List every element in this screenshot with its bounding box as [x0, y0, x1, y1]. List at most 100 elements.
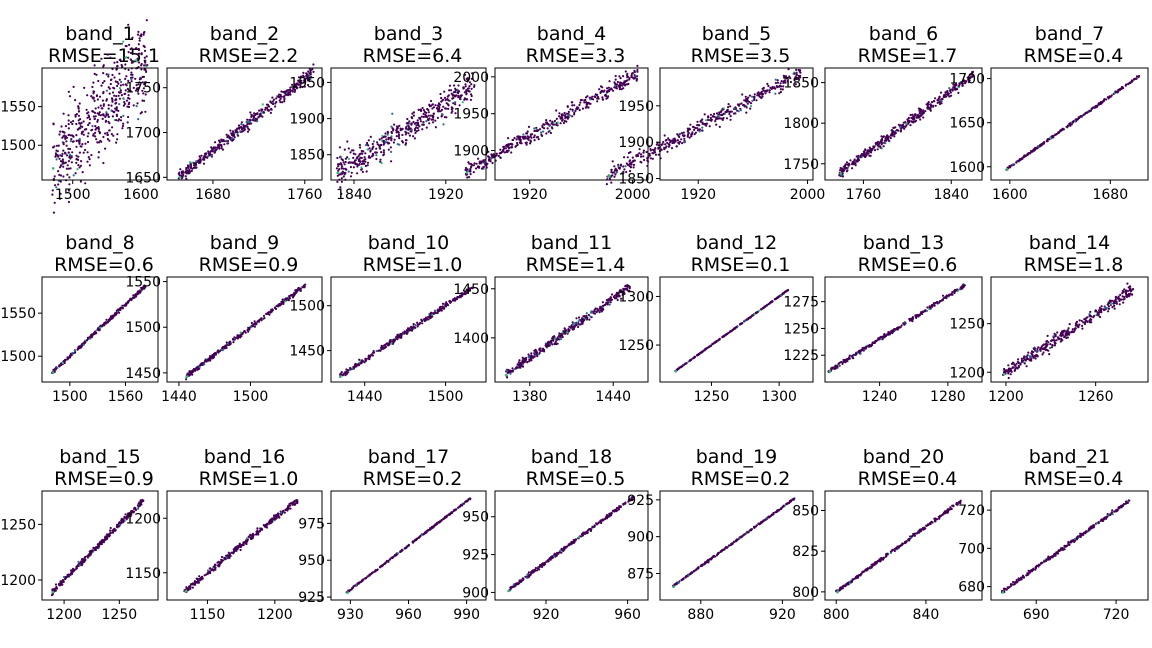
data-point	[65, 136, 69, 139]
data-point	[404, 133, 407, 136]
data-point	[368, 147, 371, 150]
data-point	[358, 163, 361, 166]
data-point	[269, 111, 272, 114]
data-point	[752, 95, 756, 98]
data-point	[751, 95, 754, 98]
data-point	[489, 156, 492, 159]
data-point	[899, 125, 902, 128]
data-point	[433, 309, 436, 312]
data-point	[719, 117, 723, 120]
data-point	[558, 112, 561, 115]
data-point	[94, 115, 97, 118]
data-point	[495, 152, 498, 155]
data-point	[337, 169, 340, 172]
data-point	[536, 129, 539, 133]
data-point	[193, 162, 196, 165]
data-point	[466, 87, 469, 90]
data-point	[354, 159, 357, 162]
data-point	[636, 70, 639, 73]
data-point	[749, 107, 752, 110]
data-point	[60, 125, 63, 128]
data-point	[371, 154, 374, 157]
data-point	[464, 168, 467, 171]
data-point	[605, 183, 609, 186]
data-point	[256, 113, 259, 116]
data-point	[615, 87, 619, 90]
data-point	[391, 112, 394, 115]
data-point	[628, 162, 631, 165]
data-point	[914, 113, 917, 117]
data-point	[606, 178, 609, 181]
data-point	[687, 132, 690, 135]
data-point	[955, 87, 958, 90]
data-point	[105, 112, 108, 116]
data-point	[104, 147, 107, 150]
data-point	[892, 330, 895, 333]
data-point	[439, 92, 442, 96]
data-point	[875, 340, 878, 343]
data-point	[613, 175, 616, 178]
data-point	[385, 138, 388, 141]
data-point	[510, 370, 513, 373]
data-point	[487, 155, 490, 158]
data-point	[559, 116, 562, 119]
panel-title: band_4	[537, 23, 606, 45]
data-point	[785, 77, 788, 80]
data-point	[739, 323, 742, 326]
data-point	[88, 164, 91, 167]
data-point	[222, 345, 225, 348]
panel-rmse: RMSE=0.6	[54, 254, 154, 276]
data-point	[915, 316, 918, 319]
data-point	[469, 170, 472, 173]
data-point	[145, 70, 148, 73]
data-point	[119, 84, 122, 87]
data-point	[413, 129, 417, 132]
data-point	[142, 92, 145, 95]
data-point	[794, 83, 798, 86]
data-point	[891, 332, 894, 335]
data-point	[339, 186, 342, 189]
data-point	[102, 161, 105, 165]
data-point	[265, 312, 268, 316]
data-point	[360, 168, 363, 171]
data-point	[379, 160, 382, 163]
data-point	[140, 52, 143, 55]
data-point	[753, 93, 756, 96]
data-point	[218, 139, 221, 142]
data-point	[938, 95, 941, 99]
data-point	[846, 169, 849, 172]
data-point	[384, 135, 387, 138]
data-point	[464, 85, 467, 88]
data-point	[718, 111, 721, 114]
data-point	[745, 111, 748, 114]
data-point	[81, 131, 84, 134]
data-point	[440, 309, 443, 312]
data-point	[866, 150, 869, 153]
data-point	[509, 372, 512, 375]
y-tick-label: 1275	[783, 295, 819, 311]
data-point	[203, 363, 206, 366]
data-point	[386, 133, 389, 136]
data-point	[255, 118, 259, 121]
data-point	[228, 137, 231, 140]
data-point	[66, 356, 69, 359]
data-point	[127, 115, 130, 119]
data-point	[366, 148, 369, 151]
data-point	[601, 96, 604, 99]
data-point	[78, 137, 81, 141]
panel-frame	[41, 67, 159, 181]
data-point	[678, 135, 681, 139]
data-point	[136, 88, 139, 91]
data-point	[1020, 157, 1024, 160]
data-point	[768, 91, 771, 94]
data-point	[346, 156, 349, 159]
data-point	[718, 113, 721, 116]
data-point	[71, 140, 74, 143]
data-point	[913, 118, 916, 121]
data-point	[676, 139, 680, 142]
data-point	[567, 329, 571, 333]
data-point	[1107, 97, 1110, 100]
data-point	[95, 73, 98, 76]
data-point	[684, 362, 687, 365]
data-point	[511, 138, 515, 142]
